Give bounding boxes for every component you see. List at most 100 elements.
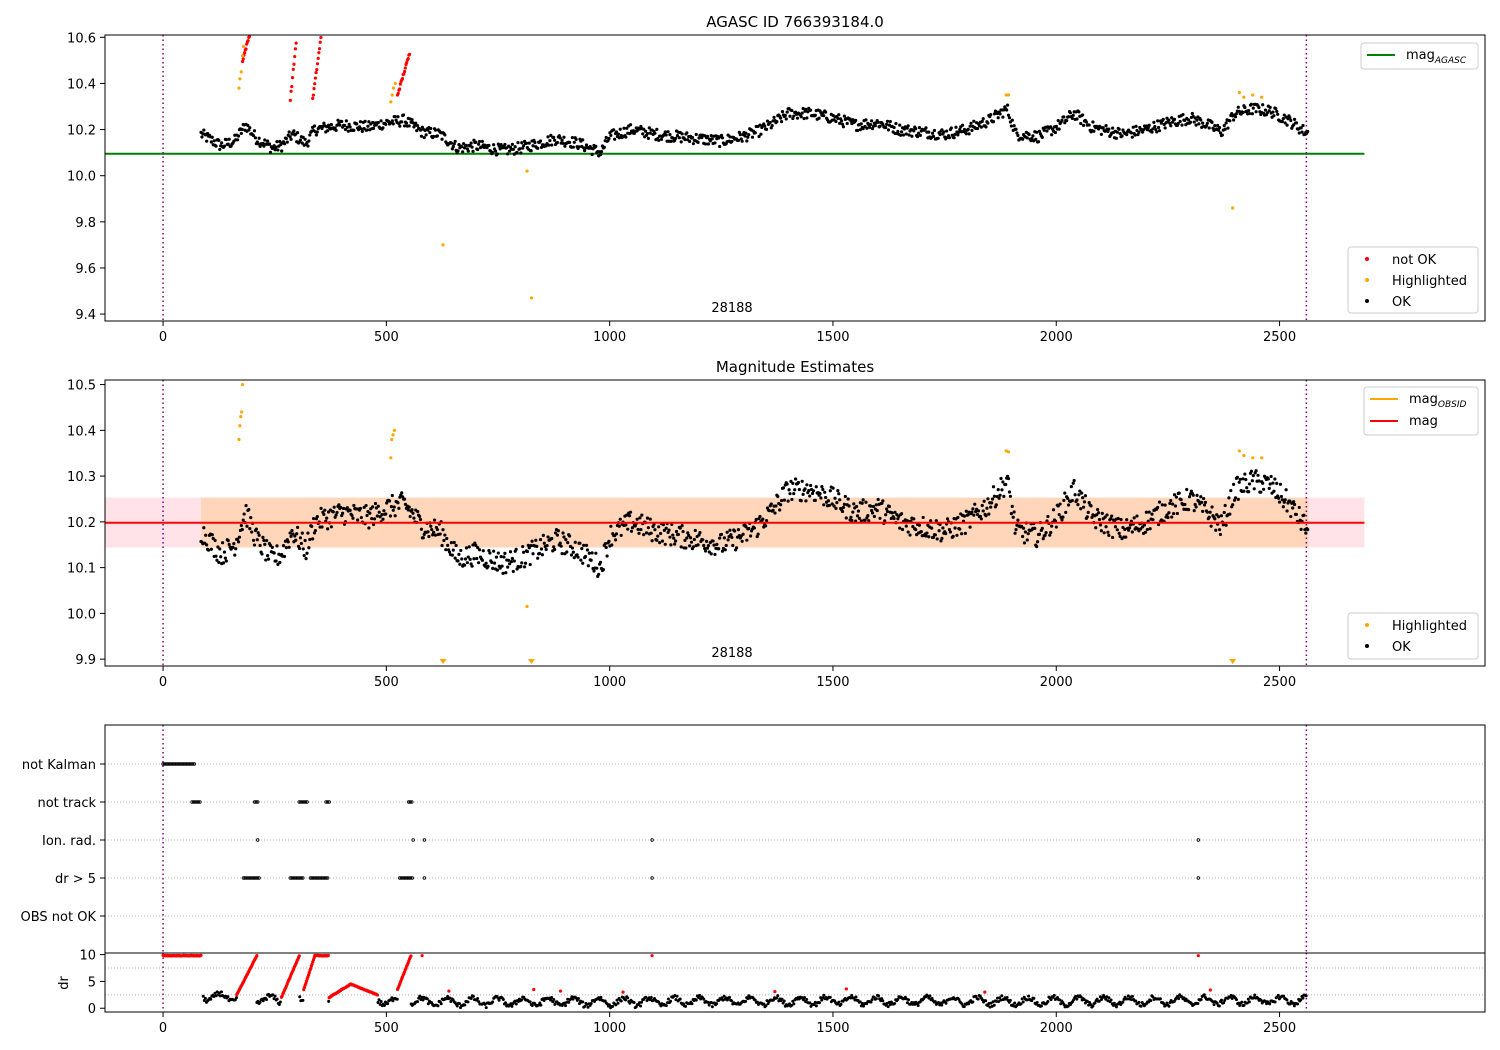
agasc-point-ok [1181,113,1185,117]
magnitude-point-ok [545,544,549,548]
agasc-point-ok [428,130,432,135]
magnitude-point-ok [504,571,508,575]
flags-mark [408,876,413,880]
agasc-point-ok [263,138,267,142]
magnitude-point-ok [773,511,777,515]
agasc-point-ok [1163,126,1167,130]
agasc-point-ok [873,124,877,128]
magnitude-point-ok [1237,480,1241,484]
magnitude-point-ok [341,511,345,515]
agasc-point-ok [904,132,908,136]
magnitude-point-ok [872,514,877,519]
magnitude-point-ok [1207,515,1211,519]
magnitude-point-ok [407,505,411,509]
agasc-point-ok [352,128,356,132]
magnitude-point-ok [474,543,478,548]
magnitude-point-ok [1210,505,1214,509]
magnitude-point-ok [1147,510,1151,514]
agasc-point-ok [340,119,344,124]
magnitude-point-ok [234,547,238,551]
magnitude-point-ok [646,526,650,530]
flags-mark [195,800,199,804]
magnitude-point-ok [1284,488,1288,492]
magnitude-point-ok [660,539,665,543]
dr-y-tick-label: 0 [88,1002,96,1017]
magnitude-point-ok [755,534,759,539]
agasc-point-ok [1223,127,1227,131]
dr-point-over-5 [302,985,307,990]
magnitude-x-tick-label-2500: 2500 [1263,675,1296,690]
dr-point [808,1001,812,1005]
magnitude-point-ok [502,555,506,559]
magnitude-point-ok [1097,517,1102,522]
agasc-point-ok [979,125,983,129]
flags-mark [305,800,309,804]
agasc-point-ok [359,127,363,131]
flags-mark [291,876,296,880]
dr-point [552,997,556,1001]
magnitude-point-ok [322,512,326,517]
magnitude-point-ok [410,508,414,512]
magnitude-point-ok [597,572,601,576]
agasc-point-not-ok [311,93,315,97]
dr-point [1066,1004,1070,1008]
dr-point [944,1001,948,1005]
agasc-legend-label: Highlighted [1392,274,1467,289]
agasc-point-ok [625,126,629,130]
dr-point [896,997,900,1001]
agasc-point-ok [429,126,433,131]
magnitude-point-ok [818,492,822,496]
magnitude-point-ok [244,503,248,508]
dr-point [744,999,748,1003]
magnitude-point-ok [1058,502,1062,506]
magnitude-point-ok [834,506,838,510]
agasc-point-ok [348,125,352,129]
magnitude-point-ok [1281,505,1285,509]
magnitude-point-ok [408,514,412,519]
agasc-point-ok [519,151,523,155]
magnitude-point-ok [837,492,841,496]
magnitude-point-ok [1177,491,1181,495]
agasc-point-ok [205,139,209,143]
flags-mark [184,762,189,766]
magnitude-point-ok [1171,511,1176,516]
magnitude-point-ok [387,499,392,503]
magnitude-point-ok [996,488,1000,492]
magnitude-point-ok [450,553,454,557]
dr-point [674,998,678,1002]
dr-point-over-5 [1196,954,1200,958]
magnitude-point-ok [447,550,452,554]
dr-point [728,995,732,999]
agasc-point-ok [583,149,587,153]
magnitude-point-ok [345,506,349,510]
magnitude-point-ok [860,501,864,505]
agasc-point-ok [960,123,965,127]
agasc-point-ok [679,140,683,144]
agasc-point-not-ok [289,89,293,93]
dr-point [927,996,931,1000]
magnitude-point-ok [745,538,749,542]
magnitude-point-ok [893,510,897,514]
magnitude-point-ok [233,553,237,557]
agasc-point-not-ok [290,84,294,89]
magnitude-point-ok [458,562,462,566]
agasc-point-highlighted [1006,93,1011,97]
agasc-point-ok [287,130,291,134]
agasc-point-ok [548,138,552,143]
agasc-point-not-ok [246,39,250,43]
magnitude-point-ok [306,531,310,535]
magnitude-point-ok [535,544,539,548]
agasc-point-ok [267,142,272,146]
magnitude-point-ok [251,538,256,542]
agasc-point-ok [841,125,846,129]
agasc-point-ok [740,139,744,143]
flags-mark [407,876,411,880]
magnitude-point-ok [503,551,507,556]
magnitude-point-ok [856,509,861,513]
magnitude-point-ok [669,543,673,547]
magnitude-legend-label: mag [1409,414,1438,429]
magnitude-point-ok [520,561,524,565]
magnitude-point-ok [265,538,269,543]
agasc-point-ok [240,127,244,132]
agasc-point-ok [289,137,293,141]
